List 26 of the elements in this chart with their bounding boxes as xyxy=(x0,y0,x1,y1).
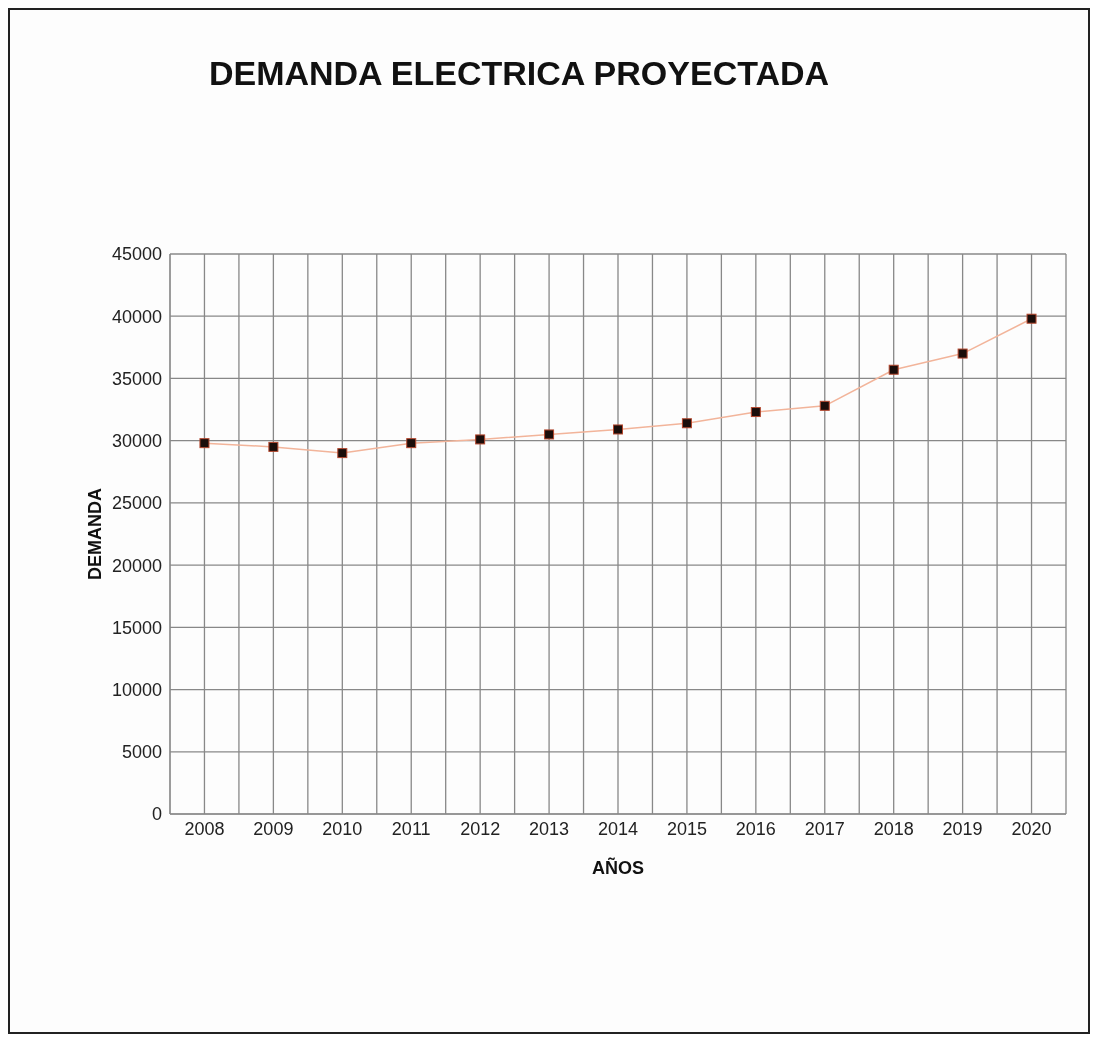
y-tick-label: 10000 xyxy=(111,679,162,700)
y-tick-label: 5000 xyxy=(121,742,162,763)
y-tick-label: 20000 xyxy=(111,555,162,576)
x-tick-label: 2013 xyxy=(529,818,570,839)
x-tick-label: 2011 xyxy=(391,818,431,839)
y-tick-label: 35000 xyxy=(111,368,162,389)
y-tick-label: 15000 xyxy=(111,617,162,638)
x-tick-label: 2015 xyxy=(666,818,707,839)
x-axis-title: AÑOS xyxy=(591,857,645,878)
y-tick-label: 45000 xyxy=(111,244,162,265)
x-tick-label: 2020 xyxy=(1011,818,1052,839)
y-tick-label: 0 xyxy=(151,804,162,825)
x-tick-label: 2010 xyxy=(322,818,363,839)
chart-title: DEMANDA ELECTRICA PROYECTADA xyxy=(207,53,831,94)
y-axis-title: DEMANDA xyxy=(85,488,106,580)
x-tick-label: 2009 xyxy=(253,818,294,839)
x-tick-label: 2016 xyxy=(735,818,776,839)
y-tick-label: 30000 xyxy=(111,431,162,452)
x-tick-label: 2017 xyxy=(804,818,845,839)
y-tick-label: 40000 xyxy=(111,306,162,327)
x-tick-label: 2008 xyxy=(184,818,225,839)
x-tick-label: 2019 xyxy=(942,818,983,839)
y-tick-label: 25000 xyxy=(111,493,162,514)
x-tick-label: 2012 xyxy=(460,818,501,839)
x-tick-label: 2014 xyxy=(597,818,639,839)
x-tick-label: 2018 xyxy=(873,818,914,839)
